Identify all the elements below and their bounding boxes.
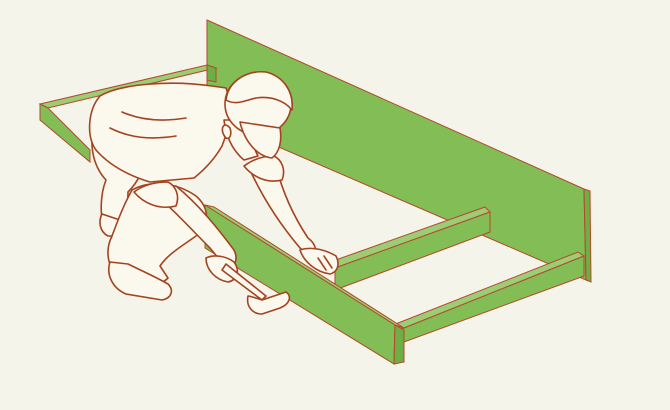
right-end-board [392,251,586,343]
worker-front-shoe [108,261,173,301]
worker-rolled-sleeve [133,181,179,208]
worker-hair [225,71,293,111]
back-board-end [583,188,592,283]
worker-left-fingers [317,255,333,271]
front-board [204,204,405,365]
front-board-end [393,324,405,365]
left-end-board-inner [206,64,217,83]
hammer-head [246,291,291,315]
hammer-icon [221,263,291,315]
left-end-board-face [39,103,91,164]
worker-figure [88,71,339,301]
back-board [206,19,592,283]
worker-shirt-fold [109,111,187,139]
worker-torso [88,82,231,183]
middle-brace-side [334,211,491,291]
worker-sleeve [243,155,285,182]
worker-face [239,121,282,159]
worker-ear [221,124,232,140]
right-end-board-face [398,255,585,343]
worker-left-hand [299,247,339,275]
right-end-board-top [392,251,586,331]
middle-cross-brace [329,206,491,291]
hammer-handle [221,263,267,301]
